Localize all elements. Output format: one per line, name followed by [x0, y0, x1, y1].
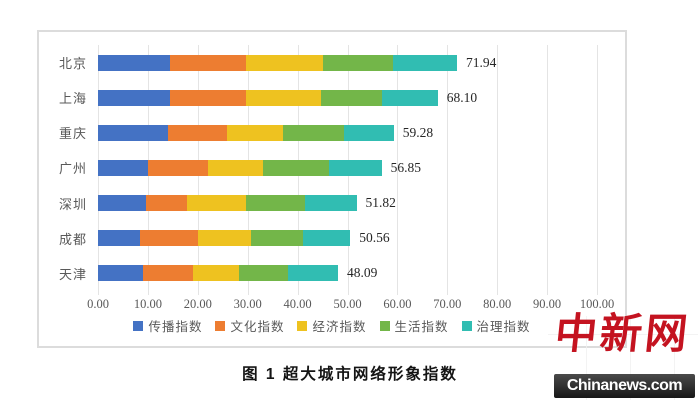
- bar-segment: [304, 195, 357, 212]
- bar-segment: [98, 265, 143, 282]
- x-tick-label: 40.00: [283, 297, 312, 311]
- x-tick-label: 80.00: [483, 297, 512, 311]
- bar-segment: [382, 89, 438, 106]
- bar-segment: [245, 54, 323, 71]
- chart-box: 北京 71.94 上海 68.10 重庆 59.28 广州 56.85 深圳 51.82 成都 50.…: [37, 30, 627, 348]
- category-label: 上海: [58, 91, 87, 107]
- chinanews-logo: 中新网 Chinanews.com: [548, 312, 698, 400]
- bar-segment: [145, 195, 187, 212]
- bar-row: 北京 71.94: [59, 45, 597, 80]
- gridline: [597, 45, 598, 295]
- bar-segment: [98, 230, 140, 247]
- bar-segment: [262, 159, 329, 176]
- legend: 传播指数 文化指数 经济指数 生活指数 治理指数: [39, 316, 625, 335]
- bar-segment: [344, 124, 394, 141]
- gridline: [397, 45, 399, 295]
- legend-item: 文化指数: [215, 316, 284, 335]
- value-label: 51.82: [365, 195, 396, 211]
- bar-segment: [250, 230, 303, 247]
- logo-domain-bar: Chinanews.com: [554, 374, 695, 398]
- bar-segment: [393, 54, 457, 71]
- x-tick-label: 100.00: [579, 297, 615, 311]
- bar-row: 广州 56.85: [59, 150, 597, 185]
- category-label: 天津: [58, 266, 87, 282]
- legend-item: 传播指数: [133, 316, 202, 335]
- bar-segment: [167, 124, 227, 141]
- x-tick-label: 20.00: [183, 297, 212, 311]
- bar-segment: [169, 54, 246, 71]
- bar-segment: [197, 230, 251, 247]
- category-label: 深圳: [58, 196, 87, 212]
- bar-segment: [245, 195, 305, 212]
- bar-segment: [98, 89, 170, 106]
- x-tick-label: 70.00: [433, 297, 462, 311]
- legend-item: 生活指数: [379, 316, 449, 335]
- bar-segment: [192, 265, 239, 282]
- bar-segment: [98, 195, 146, 212]
- value-label: 59.28: [402, 124, 434, 140]
- bar-segment: [139, 230, 198, 247]
- bar-row: 上海 68.10: [59, 80, 597, 115]
- legend-item: 治理指数: [461, 316, 531, 335]
- bar-segment: [287, 265, 338, 282]
- x-tick-label: 30.00: [233, 297, 262, 311]
- bar-rows: 北京 71.94 上海 68.10 重庆 59.28 广州 56.85 深圳 51.82 成都 50.…: [59, 45, 597, 291]
- value-label: 56.85: [390, 159, 422, 175]
- x-tick-label: 0.00: [87, 297, 109, 311]
- bar-segment: [98, 124, 168, 141]
- legend-label: 文化指数: [230, 320, 285, 334]
- bar-row: 重庆 59.28: [59, 115, 597, 150]
- category-label: 北京: [58, 56, 87, 72]
- bar-segment: [245, 89, 321, 106]
- legend-swatch: [461, 320, 472, 331]
- gridline: [497, 45, 499, 295]
- x-tick-label: 10.00: [133, 297, 162, 311]
- x-tick-label: 60.00: [383, 297, 412, 311]
- bar-segment: [302, 230, 351, 247]
- bar-row: 成都 50.56: [59, 221, 597, 256]
- gridline: [447, 45, 449, 295]
- legend-swatch: [215, 320, 226, 331]
- bar-segment: [282, 124, 345, 141]
- value-label: 71.94: [465, 54, 497, 70]
- bar-segment: [147, 159, 208, 176]
- legend-label: 生活指数: [394, 320, 449, 334]
- logo-domain-text: Chinanews.com: [566, 377, 683, 394]
- bar-row: 天津 48.09: [59, 256, 597, 291]
- category-label: 成都: [58, 231, 87, 247]
- x-tick-label: 50.00: [333, 297, 362, 311]
- bar-segment: [328, 159, 382, 176]
- bar-segment: [142, 265, 193, 282]
- logo-chinese-text: 中新网: [552, 312, 693, 358]
- bar-segment: [186, 195, 246, 212]
- legend-swatch: [297, 320, 308, 331]
- bar-segment: [169, 89, 246, 106]
- bar-segment: [322, 54, 394, 71]
- figure-caption: 图 1 超大城市网络形象指数: [242, 366, 458, 383]
- legend-label: 治理指数: [476, 320, 531, 334]
- bar-segment: [207, 159, 263, 176]
- bar-segment: [238, 265, 288, 282]
- category-label: 重庆: [58, 126, 87, 142]
- legend-item: 经济指数: [297, 316, 366, 335]
- value-label: 48.09: [346, 265, 378, 281]
- x-axis: 0.00 10.00 20.00 30.00 40.00 50.00 60.00 70.00 8…: [87, 297, 614, 313]
- gridline: [547, 45, 549, 295]
- legend-label: 经济指数: [312, 320, 367, 334]
- category-label: 广州: [58, 161, 87, 177]
- value-label: 50.56: [359, 230, 390, 246]
- legend-swatch: [133, 320, 144, 331]
- plot-area: 北京 71.94 上海 68.10 重庆 59.28 广州 56.85 深圳 51.82 成都 50.…: [59, 45, 598, 295]
- bar-segment: [98, 159, 148, 176]
- bar-segment: [226, 124, 283, 141]
- legend-label: 传播指数: [148, 320, 203, 334]
- bar-row: 深圳 51.82: [59, 186, 597, 221]
- bar-segment: [320, 89, 383, 106]
- bar-segment: [98, 54, 170, 71]
- legend-swatch: [379, 320, 390, 331]
- value-label: 68.10: [446, 89, 478, 105]
- x-tick-label: 90.00: [533, 297, 562, 311]
